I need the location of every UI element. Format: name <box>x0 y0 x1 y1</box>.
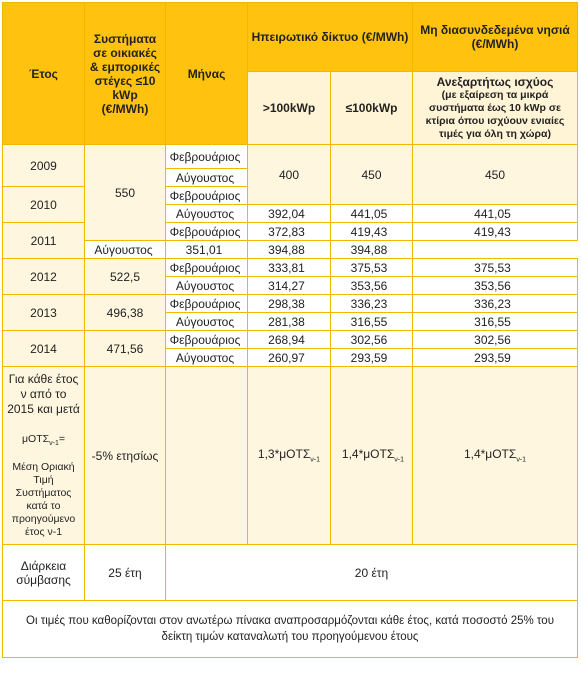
gt100-value: 260,97 <box>247 348 331 367</box>
future-islands-prefix: 1,4*μΟΤΣ <box>463 447 517 462</box>
le100-value: 375,53 <box>330 258 413 277</box>
future-islands: 1,4*μΟΤΣν-1 <box>412 366 578 545</box>
le100-2009: 450 <box>330 144 413 205</box>
year-2013: 2013 <box>2 294 85 331</box>
header-islands-note: Ανεξαρτήτως ισχύος (με εξαίρεση τα μικρά… <box>412 71 578 145</box>
gt100-value: 392,04 <box>247 204 331 223</box>
header-residential: Συστήματα σε οικιακές & εμπορικές στέγες… <box>84 2 166 145</box>
motsv-suffix: = <box>58 433 65 446</box>
month-cell: Αύγουστος <box>165 348 248 367</box>
motsv-prefix: μΟΤΣ <box>22 433 50 446</box>
future-month-empty <box>165 366 248 545</box>
month-cell: Αύγουστος <box>84 240 166 259</box>
islands-value: 302,56 <box>412 330 578 349</box>
gt100-value: 298,38 <box>247 294 331 313</box>
gt100-value: 372,83 <box>247 222 331 241</box>
islands-value: 293,59 <box>412 348 578 367</box>
le100-value: 302,56 <box>330 330 413 349</box>
month-cell: Φεβρουάριος <box>165 294 248 313</box>
month-cell: Αύγουστος <box>165 204 248 223</box>
le100-value: 293,59 <box>330 348 413 367</box>
future-residential: -5% ετησίως <box>84 366 166 545</box>
feed-in-tariff-table: Έτος Συστήματα σε οικιακές & εμπορικές σ… <box>2 2 578 658</box>
month-cell: Φεβρουάριος <box>165 144 248 169</box>
future-le100-prefix: 1,4*μΟΤΣ <box>341 447 395 462</box>
islands-value: 316,55 <box>412 312 578 331</box>
le100-value: 336,23 <box>330 294 413 313</box>
footnote: Οι τιμές που καθορίζονται στον ανωτέρω π… <box>2 600 578 658</box>
month-cell: Φεβρουάριος <box>165 258 248 277</box>
residential-2014: 471,56 <box>84 330 166 367</box>
month-cell: Φεβρουάριος <box>165 222 248 241</box>
header-islands: Μη διασυνδεδεμένα νησιά (€/MWh) <box>412 2 578 72</box>
year-2014: 2014 <box>2 330 85 367</box>
gt100-value: 351,01 <box>165 240 248 259</box>
gt100-value: 314,27 <box>247 276 331 295</box>
islands-note-text: (με εξαίρεση τα μικρά συστήματα έως 10 k… <box>425 89 565 140</box>
year-2012: 2012 <box>2 258 85 295</box>
month-cell: Αύγουστος <box>165 276 248 295</box>
le100-value: 394,88 <box>247 240 331 259</box>
residential-2013: 496,38 <box>84 294 166 331</box>
header-year: Έτος <box>2 2 85 145</box>
month-cell: Φεβρουάριος <box>165 186 248 205</box>
month-cell: Αύγουστος <box>165 168 248 187</box>
islands-2009: 450 <box>412 144 578 205</box>
future-le100: 1,4*μΟΤΣν-1 <box>330 366 413 545</box>
month-cell: Φεβρουάριος <box>165 330 248 349</box>
motsv-sub: ν-1 <box>49 440 59 448</box>
le100-value: 353,56 <box>330 276 413 295</box>
gt100-value: 281,38 <box>247 312 331 331</box>
gt100-value: 268,94 <box>247 330 331 349</box>
future-gt100-sub: ν-1 <box>310 456 320 464</box>
future-islands-sub: ν-1 <box>516 456 527 464</box>
residential-2009-2011: 550 <box>84 144 166 241</box>
le100-value: 419,43 <box>330 222 413 241</box>
year-2011: 2011 <box>2 222 85 259</box>
future-le100-sub: ν-1 <box>394 456 404 464</box>
header-mainland: Ηπειρωτικό δίκτυο (€/MWh) <box>247 2 413 72</box>
islands-value: 336,23 <box>412 294 578 313</box>
motsv-definition-label: μΟΤΣν-1= <box>6 433 81 450</box>
future-years-label: Για κάθε έτος ν από το 2015 και μετά μΟΤ… <box>2 366 85 545</box>
header-month: Μήνας <box>165 2 248 145</box>
gt100-value: 333,81 <box>247 258 331 277</box>
header-mainland-gt100: >100kWp <box>247 71 331 145</box>
year-2009: 2009 <box>2 144 85 187</box>
motsv-definition-text: Μέση Οριακή Τιμή Συστήματος κατά το προη… <box>11 460 76 538</box>
future-years-main: Για κάθε έτος ν από το 2015 και μετά <box>7 372 80 417</box>
duration-label: Διάρκεια σύμβασης <box>2 544 85 601</box>
islands-value: 375,53 <box>412 258 578 277</box>
le100-value: 441,05 <box>330 204 413 223</box>
islands-value: 441,05 <box>412 204 578 223</box>
future-gt100-prefix: 1,3*μΟΤΣ <box>257 447 311 462</box>
future-gt100: 1,3*μΟΤΣν-1 <box>247 366 331 545</box>
islands-note-title: Ανεξαρτήτως ισχύος <box>436 75 554 89</box>
islands-value: 394,88 <box>330 240 413 259</box>
gt100-2009: 400 <box>247 144 331 205</box>
residential-2012: 522,5 <box>84 258 166 295</box>
duration-residential: 25 έτη <box>84 544 166 601</box>
islands-value: 353,56 <box>412 276 578 295</box>
le100-value: 316,55 <box>330 312 413 331</box>
duration-others: 20 έτη <box>165 544 578 601</box>
month-cell: Αύγουστος <box>165 312 248 331</box>
header-mainland-le100: ≤100kWp <box>330 71 413 145</box>
islands-value: 419,43 <box>412 222 578 241</box>
year-2010: 2010 <box>2 186 85 223</box>
